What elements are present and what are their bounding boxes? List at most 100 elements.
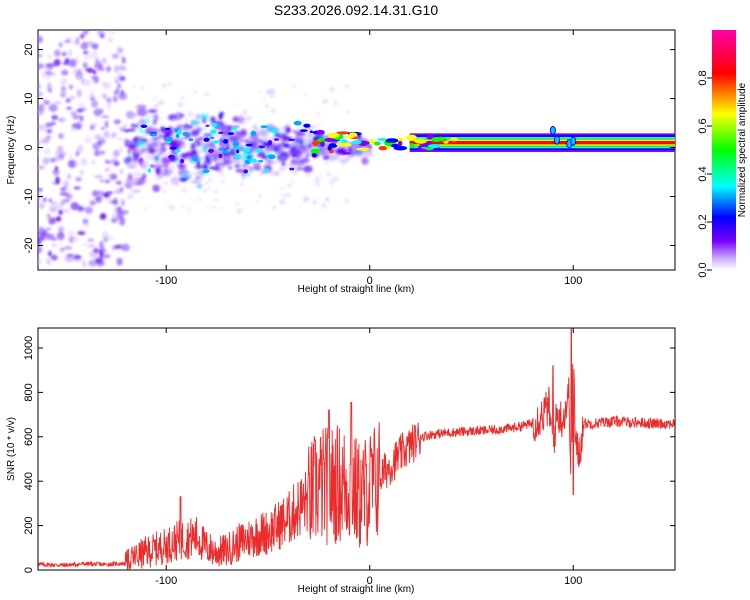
heatmap-blob (48, 198, 52, 203)
heatmap-blob (144, 128, 152, 133)
heatmap-blob (80, 78, 85, 84)
heatmap-halo-dot (315, 181, 321, 187)
heatmap-blob (46, 213, 51, 219)
heatmap-blob (141, 173, 147, 180)
heatmap-halo-dot (267, 132, 270, 136)
snr-y-ticks: 0 200 400 600 800 1000 (23, 336, 675, 573)
heatmap-halo-dot (265, 161, 269, 165)
heatmap-halo-dot (318, 123, 322, 127)
heatmap-blob (49, 158, 57, 163)
heatmap-stripe-blob (320, 141, 325, 148)
heatmap-bright-speck (169, 146, 177, 150)
heatmap-blob (96, 58, 100, 66)
heatmap-halo-dot (132, 179, 138, 184)
heatmap-halo-dot (306, 132, 313, 139)
heatmap-blob (51, 238, 57, 241)
heatmap-bright-speck (236, 149, 240, 154)
heatmap-blob (261, 136, 270, 141)
heatmap-blob (125, 110, 135, 119)
heatmap-stripe-blob (317, 138, 326, 141)
heatmap-blob (102, 57, 107, 64)
heatmap-blob (74, 160, 79, 166)
heatmap-feature (549, 125, 556, 135)
heatmap-halo-dot (321, 202, 327, 209)
heatmap-bright-speck (255, 148, 263, 153)
heatmap-y-tick-label: 0 (23, 144, 35, 150)
heatmap-halo-dot (280, 188, 283, 191)
heatmap-halo-dot (255, 200, 260, 204)
heatmap-bright-speck (273, 138, 280, 141)
heatmap-stripe-blob (324, 137, 336, 142)
heatmap-blob (143, 164, 148, 174)
heatmap-halo-dot (314, 176, 320, 182)
heatmap-halo-dot (152, 152, 156, 156)
heatmap-halo-dot (252, 150, 255, 153)
heatmap-blob (93, 149, 101, 157)
heatmap-blob (68, 235, 75, 244)
heatmap-stripe-blob (414, 138, 427, 144)
heatmap-blob (103, 31, 107, 36)
heatmap-blob (219, 163, 227, 167)
heatmap-bright-speck (250, 130, 257, 136)
heatmap-blob (119, 75, 126, 82)
heatmap-blob (39, 235, 46, 241)
heatmap-blob (67, 173, 71, 180)
heatmap-blob (194, 171, 202, 177)
heatmap-blob (152, 184, 161, 193)
heatmap-halo-dot (185, 127, 191, 134)
snr-y-tick-label: 600 (23, 428, 35, 446)
heatmap-blob (94, 134, 102, 141)
heatmap-halo-dot (278, 139, 283, 144)
heatmap-blob (74, 255, 82, 260)
colorbar-tick-label: 0.4 (697, 166, 709, 181)
heatmap-blob (93, 108, 102, 117)
heatmap-halo-dot (133, 86, 136, 89)
heatmap-halo-dot (139, 85, 144, 91)
heatmap-halo-dot (219, 171, 225, 177)
heatmap-blob (38, 141, 40, 145)
heatmap-blob (60, 150, 69, 156)
heatmap-blob (38, 165, 46, 170)
heatmap-blob (107, 36, 114, 43)
heatmap-blob (133, 113, 138, 118)
heatmap-blob (82, 30, 89, 35)
heatmap-blob (116, 211, 124, 220)
heatmap-blob (89, 126, 95, 130)
colorbar-gradient (712, 30, 736, 270)
heatmap-halo-dot (241, 175, 247, 181)
colorbar-tick-label: 0.6 (697, 118, 709, 133)
heatmap-halo-dot (269, 122, 272, 125)
heatmap-stripe-blob (316, 129, 325, 135)
heatmap-blob (138, 126, 143, 133)
snr-panel: -100 0 100 0 200 400 600 800 1000 Height of str… (6, 327, 676, 595)
heatmap-blob (218, 142, 226, 148)
heatmap-blob (293, 159, 303, 165)
heatmap-bright-speck (176, 130, 182, 135)
heatmap-blob (285, 126, 291, 134)
heatmap-halo-dot (319, 174, 323, 178)
heatmap-blob (95, 258, 104, 265)
heatmap-blob (159, 142, 167, 147)
heatmap-blob (45, 135, 52, 140)
heatmap-blob (57, 145, 64, 153)
heatmap-halo-dot (131, 161, 137, 168)
heatmap-blob (307, 143, 312, 150)
heatmap-halo-dot (219, 206, 222, 209)
heatmap-blob (40, 229, 48, 237)
heatmap-blob (135, 104, 147, 110)
heatmap-y-tick-label: -20 (23, 238, 35, 254)
heatmap-halo-dot (136, 96, 139, 99)
heatmap-blob (80, 158, 88, 166)
heatmap-stripe-blob (390, 143, 400, 148)
heatmap-bright-speck (232, 141, 239, 147)
heatmap-blob (100, 94, 108, 97)
heatmap-blob (218, 112, 223, 121)
heatmap-halo-dot (198, 150, 202, 154)
heatmap-halo-dot (264, 103, 270, 109)
heatmap-blob (197, 142, 202, 147)
heatmap-blob (84, 206, 93, 214)
heatmap-blob (177, 124, 184, 128)
heatmap-halo-dot (294, 135, 298, 139)
heatmap-blob (131, 156, 139, 163)
